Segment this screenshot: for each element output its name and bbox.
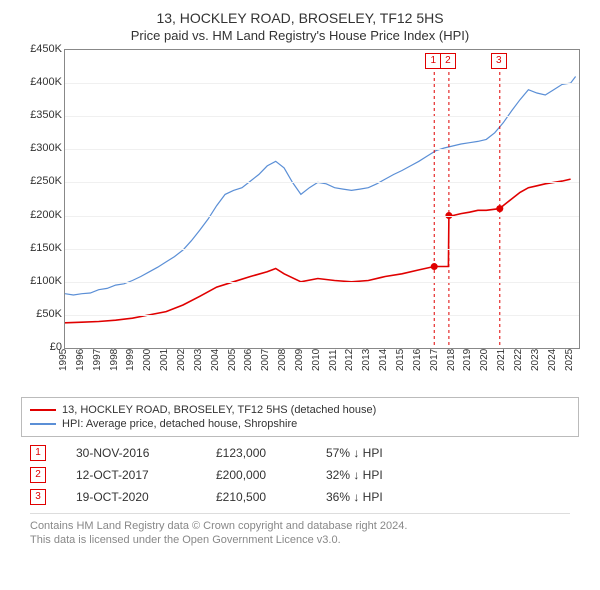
x-tick-label: 2004 [210,349,221,371]
gridline [65,216,579,217]
x-tick-label: 1996 [75,349,86,371]
transaction-date: 19-OCT-2020 [76,490,186,504]
x-tick-label: 2012 [344,349,355,371]
x-tick-label: 2006 [243,349,254,371]
y-tick-label: £100K [30,275,62,287]
transaction-price: £210,500 [216,490,296,504]
x-tick-label: 2000 [142,349,153,371]
legend-swatch [30,409,56,411]
gridline [65,249,579,250]
legend-item: 13, HOCKLEY ROAD, BROSELEY, TF12 5HS (de… [30,404,570,416]
footer-line1: Contains HM Land Registry data © Crown c… [30,520,570,532]
series-hpi [65,77,576,296]
y-tick-label: £200K [30,209,62,221]
series-property [65,179,571,323]
y-tick-label: £350K [30,109,62,121]
x-tick-label: 2017 [429,349,440,371]
y-tick-label: £50K [36,308,62,320]
transaction-row: 1 30-NOV-2016 £123,000 57% ↓ HPI [30,445,570,461]
x-tick-label: 1997 [92,349,103,371]
x-tick-label: 2019 [462,349,473,371]
gridline [65,282,579,283]
legend-label: HPI: Average price, detached house, Shro… [62,418,297,430]
x-tick-label: 2025 [564,349,575,371]
legend-item: HPI: Average price, detached house, Shro… [30,418,570,430]
gridline [65,182,579,183]
marker-box-2: 2 [440,53,456,69]
legend-swatch [30,423,56,425]
transaction-marker: 2 [30,467,46,483]
x-tick-label: 2024 [547,349,558,371]
x-tick-label: 2005 [227,349,238,371]
x-tick-label: 2014 [378,349,389,371]
gridline [65,315,579,316]
transaction-row: 3 19-OCT-2020 £210,500 36% ↓ HPI [30,489,570,505]
transaction-price: £200,000 [216,468,296,482]
transaction-marker: 3 [30,489,46,505]
x-tick-label: 2001 [159,349,170,371]
x-tick-label: 2008 [277,349,288,371]
x-tick-label: 1995 [58,349,69,371]
transaction-date: 30-NOV-2016 [76,446,186,460]
x-tick-label: 1999 [125,349,136,371]
x-tick-label: 2016 [412,349,423,371]
chart-svg [65,50,579,348]
x-tick-label: 2021 [496,349,507,371]
footer-attribution: Contains HM Land Registry data © Crown c… [30,513,570,546]
marker-box-1: 1 [425,53,441,69]
x-tick-label: 2003 [193,349,204,371]
transactions-table: 1 30-NOV-2016 £123,000 57% ↓ HPI 2 12-OCT-201… [30,445,570,505]
transaction-hpi-diff: 36% ↓ HPI [326,490,426,504]
transaction-hpi-diff: 57% ↓ HPI [326,446,426,460]
y-axis-labels: £0£50K£100K£150K£200K£250K£300K£350K£400… [20,49,64,349]
x-tick-label: 2013 [361,349,372,371]
transaction-marker: 1 [30,445,46,461]
x-tick-label: 2011 [328,349,339,371]
x-tick-label: 2007 [260,349,271,371]
gridline [65,149,579,150]
x-tick-label: 2023 [530,349,541,371]
transaction-hpi-diff: 32% ↓ HPI [326,468,426,482]
transaction-date: 12-OCT-2017 [76,468,186,482]
chart-subtitle: Price paid vs. HM Land Registry's House … [8,28,592,43]
x-axis-labels: 1995199619971998199920002001200220032004… [64,353,580,389]
transaction-row: 2 12-OCT-2017 £200,000 32% ↓ HPI [30,467,570,483]
transaction-price: £123,000 [216,446,296,460]
chart-title: 13, HOCKLEY ROAD, BROSELEY, TF12 5HS [8,10,592,26]
x-tick-label: 2010 [311,349,322,371]
plot-region [64,49,580,349]
footer-line2: This data is licensed under the Open Gov… [30,534,570,546]
gridline [65,83,579,84]
x-tick-label: 2002 [176,349,187,371]
marker-box-3: 3 [491,53,507,69]
x-tick-label: 2015 [395,349,406,371]
x-tick-label: 2020 [479,349,490,371]
legend-box: 13, HOCKLEY ROAD, BROSELEY, TF12 5HS (de… [21,397,579,437]
y-tick-label: £300K [30,142,62,154]
y-tick-label: £450K [30,43,62,55]
x-tick-label: 2009 [294,349,305,371]
chart-area: £0£50K£100K£150K£200K£250K£300K£350K£400… [20,49,580,389]
y-tick-label: £150K [30,242,62,254]
x-tick-label: 2018 [446,349,457,371]
gridline [65,116,579,117]
y-tick-label: £250K [30,175,62,187]
legend-label: 13, HOCKLEY ROAD, BROSELEY, TF12 5HS (de… [62,404,376,416]
x-tick-label: 1998 [109,349,120,371]
x-tick-label: 2022 [513,349,524,371]
y-tick-label: £400K [30,76,62,88]
